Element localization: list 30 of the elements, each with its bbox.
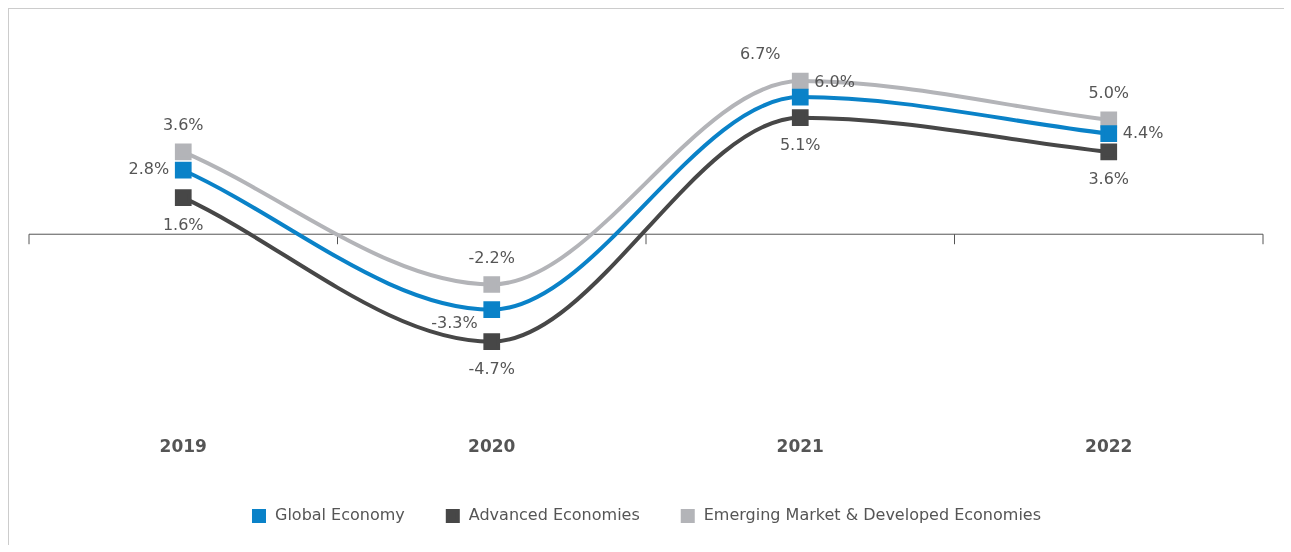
data-label: 1.6% <box>162 214 204 234</box>
point <box>791 72 809 90</box>
x-tick-label: 2021 <box>776 436 824 457</box>
point <box>483 333 501 350</box>
legend-label: Advanced Economies <box>468 505 640 525</box>
point <box>483 301 501 318</box>
x-tick-label: 2020 <box>468 436 516 457</box>
data-label: 6.7% <box>739 44 781 64</box>
x-tick-label: 2019 <box>159 436 207 457</box>
point <box>1100 125 1118 143</box>
point <box>791 88 809 106</box>
point <box>174 189 192 207</box>
point <box>791 109 809 127</box>
data-label: 3.6% <box>1088 169 1130 189</box>
data-label: -2.2% <box>468 247 515 267</box>
data-label: 5.0% <box>1088 83 1130 103</box>
point <box>174 143 192 161</box>
legend-label: Global Economy <box>274 505 405 525</box>
point <box>174 161 192 179</box>
data-label: 6.0% <box>814 72 855 92</box>
legend-label: Emerging Market & Developed Economies <box>703 505 1042 525</box>
data-label: -4.7% <box>468 358 515 378</box>
data-label: 5.1% <box>779 134 821 154</box>
x-tick-label: 2022 <box>1085 436 1133 457</box>
data-label: 4.4% <box>1122 122 1164 142</box>
data-label: 3.6% <box>162 115 204 135</box>
data-label: -3.3% <box>431 312 478 332</box>
point <box>483 276 501 293</box>
point <box>1100 143 1118 161</box>
data-label: 2.8% <box>128 159 170 179</box>
